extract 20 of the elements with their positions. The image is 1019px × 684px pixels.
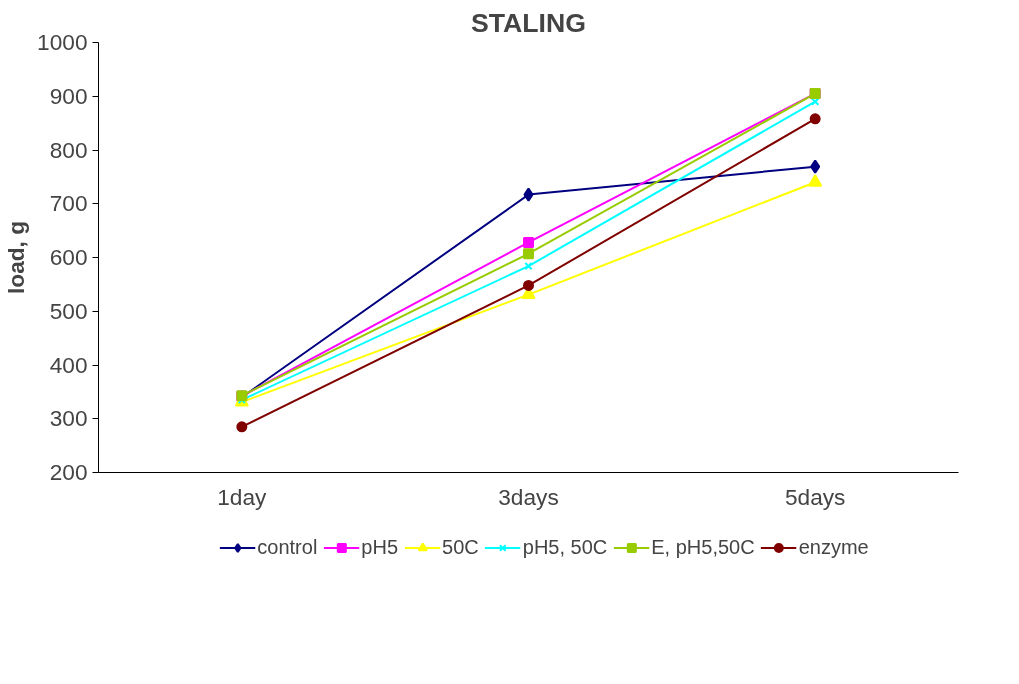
y-tick-label: 800 — [49, 136, 88, 163]
y-tick-label: 900 — [49, 82, 88, 109]
x-tick-label: 1day — [217, 483, 268, 510]
y-tick-label: 600 — [49, 244, 88, 270]
x-tick-label: 5days — [784, 483, 846, 510]
y-tick-label: 400 — [49, 351, 88, 378]
y-tick-label: 500 — [49, 297, 88, 324]
legend-label: E, pH5,50C — [651, 535, 755, 559]
y-tick-label: 700 — [49, 190, 88, 217]
y-tick-label: 1000 — [37, 29, 88, 55]
chart-title: STALING — [471, 7, 587, 38]
x-tick-label: 3days — [498, 483, 559, 510]
legend-label: pH5 — [361, 535, 399, 559]
y-tick-label: 200 — [49, 459, 88, 485]
legend-label: 50C — [442, 535, 479, 559]
legend-label: pH5, 50C — [522, 535, 608, 559]
legend-label: control — [257, 535, 318, 559]
y-tick-label: 300 — [49, 405, 88, 432]
y-axis-title: load, g — [3, 220, 30, 294]
legend-label: enzyme — [798, 535, 869, 559]
